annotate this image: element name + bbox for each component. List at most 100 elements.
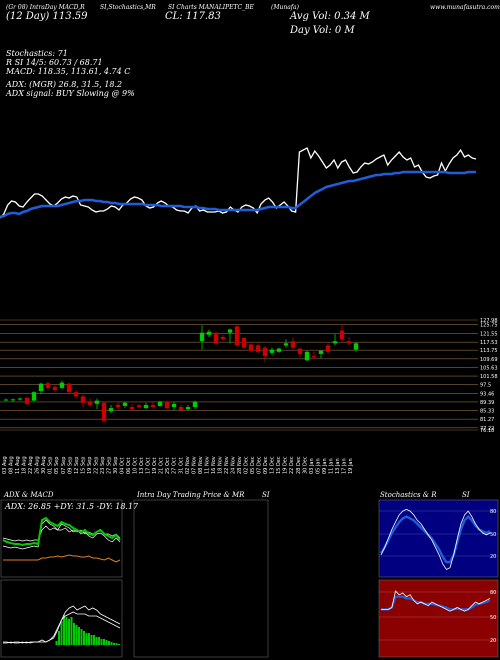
price-tick-label: 127.98 [480,318,498,324]
x-tick-label: 08 Aug [9,456,15,474]
macd-histogram-bar [115,643,118,645]
macd-histogram-bar [85,633,88,645]
stoch-tick-label: 20 [490,554,496,560]
candle-body [325,345,331,352]
x-tick-label: 26 Aug [35,456,41,474]
price-tick-label: 113.75 [480,348,498,354]
macd-histogram-bar [98,637,100,645]
candle-body [276,348,282,352]
macd-histogram-bar [110,642,113,645]
candle-body [150,404,156,408]
stoch-white-line [380,508,491,571]
candle-body [59,382,65,388]
rsi-tick-label: 20 [490,638,496,644]
candle-body [17,398,23,400]
x-tick-label: 23 Sep [100,457,106,474]
candle-body [101,402,107,421]
candle-body [241,338,247,348]
x-tick-label: 09 Dec [263,456,269,474]
intra-panel-title: Intra Day Trading Price & MR [137,491,245,499]
x-tick-label: 28 Nov [237,456,243,474]
x-tick-label: 07 Nov [191,456,197,474]
x-tick-label: 03 Jan [309,458,315,474]
candle-body [157,401,163,406]
stoch-tick-label: 50 [490,532,496,538]
x-tick-label: 08 Nov [198,456,204,474]
x-tick-label: 18 Aug [22,456,28,474]
x-tick-label: 13 Dec [270,456,276,474]
x-tick-label: 28 Dec [296,456,302,474]
x-tick-label: 04 Oct [120,457,126,474]
x-tick-label: 06 Oct [126,457,132,474]
x-tick-label: 15 Dec [276,456,282,474]
x-tick-label: 27 Oct [172,457,178,474]
macd-histogram-bar [108,641,110,645]
price-tick-label: 105.63 [480,365,498,371]
macd-histogram-bar [75,625,78,645]
stochastics-panel [378,499,499,578]
x-tick-label: 11 Aug [15,456,21,474]
candle-body [339,330,345,340]
candle-body [45,383,51,388]
x-tick-label: 02 Nov [185,456,191,474]
macd-histogram-bar [68,619,70,645]
x-tick-label: 05 Dec [250,456,256,474]
macd-histogram-bar [63,615,65,645]
candle-body [143,404,149,409]
candle-body [122,402,128,406]
macd-histogram-bar [113,643,115,645]
x-tick-label: 30 Dec [302,456,308,474]
price-tick-label: 85.33 [480,409,494,415]
candle-body [332,341,338,344]
adx-green-line [2,516,121,547]
candle-body [346,341,352,344]
adx-panel-title: ADX & MACD [4,491,54,499]
price-tick-label: 89.39 [480,400,494,406]
macd-histogram-bar [80,629,83,645]
candle-body [3,399,9,401]
candle-body [234,326,240,346]
x-tick-label: 07 Dec [257,456,263,474]
macd-histogram-bar [73,623,75,645]
candle-body [66,383,72,393]
x-tick-label: 05 Sep [54,457,60,474]
x-tick-label: 02 Dec [244,456,250,474]
x-tick-label: 19 Sep [87,457,93,474]
price-tick-label: 101.58 [480,374,498,380]
indicator-adx-signal: ADX signal: BUY Slowing @ 9% [6,89,135,98]
x-tick-label: 22 Dec [289,456,295,474]
macd-histogram-bar [88,633,90,645]
x-tick-label: 22 Sep [93,457,99,474]
price-tick-label: 76.18 [480,428,494,434]
candle-body [248,344,254,351]
macd-histogram-bar [55,641,58,645]
macd-histogram-bar [83,631,85,645]
candle-body [206,331,212,335]
x-tick-label: 22 Nov [224,456,230,474]
macd-histogram-bar [58,631,60,645]
macd-histogram-bar [65,617,68,645]
header-period: (12 Day) 113.59 [6,11,88,22]
candle-body [290,341,296,348]
header-close: CL: 117.83 [165,11,221,22]
x-tick-label: 19 Dec [283,456,289,474]
price-tick-label: 121.55 [480,332,498,338]
price-tick-label: 93.46 [480,391,494,397]
candle-body [192,401,198,408]
candle-body [24,397,30,404]
macd-panel [0,579,123,658]
macd-histogram-bar [70,617,73,645]
candle-body [178,407,184,411]
macd-signal-line [3,611,121,644]
header-line1-a: SI,Stochastics,MR [100,4,156,11]
macd-histogram-bar [60,621,63,645]
x-tick-label: 12 Sep [74,457,80,474]
price-tick-label: 97.5 [480,383,491,389]
x-tick-label: 30 Aug [41,456,47,474]
candle-body [52,386,58,391]
x-tick-label: 19 Jan [348,458,354,474]
header-line1-c: (Munafa) [271,4,299,11]
price-tick-label: 125.75 [480,323,498,329]
candle-body [87,401,93,405]
